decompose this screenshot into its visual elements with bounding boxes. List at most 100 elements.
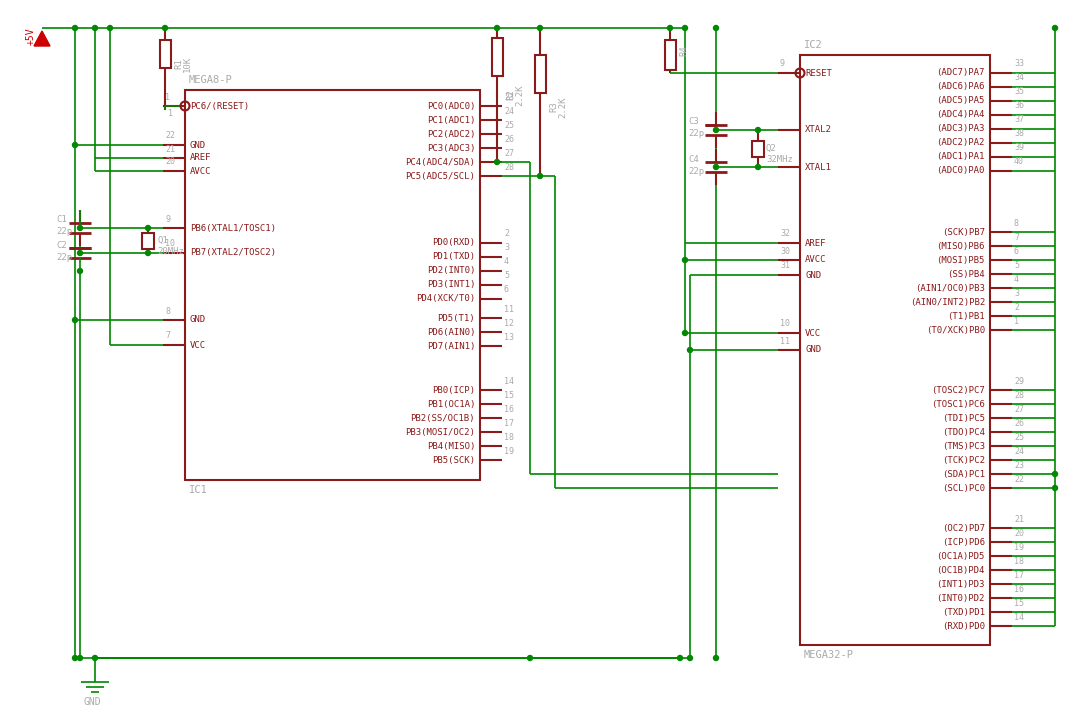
Text: 10K: 10K xyxy=(183,56,192,72)
Text: Q1: Q1 xyxy=(157,236,167,245)
Text: (MISO)PB6: (MISO)PB6 xyxy=(937,242,985,250)
Text: 16: 16 xyxy=(504,405,513,414)
Text: XTAL2: XTAL2 xyxy=(805,126,832,134)
Text: (ADC1)PA1: (ADC1)PA1 xyxy=(937,152,985,161)
Text: PC4(ADC4/SDA): PC4(ADC4/SDA) xyxy=(405,158,475,166)
Text: PB0(ICP): PB0(ICP) xyxy=(432,385,475,395)
Text: (ADC0)PA0: (ADC0)PA0 xyxy=(937,166,985,176)
Text: IC2: IC2 xyxy=(804,40,822,50)
Text: PD5(T1): PD5(T1) xyxy=(437,314,475,323)
Text: 22: 22 xyxy=(165,132,175,141)
Text: 9: 9 xyxy=(780,60,785,68)
Circle shape xyxy=(537,26,542,31)
Text: 21: 21 xyxy=(1014,515,1024,523)
Text: 2: 2 xyxy=(1014,302,1019,311)
Text: VCC: VCC xyxy=(805,328,821,338)
Text: 21: 21 xyxy=(165,144,175,154)
Text: (OC1B)PD4: (OC1B)PD4 xyxy=(937,565,985,574)
Circle shape xyxy=(1053,26,1057,31)
Text: 32MHz: 32MHz xyxy=(766,155,793,164)
Circle shape xyxy=(714,26,718,31)
Text: MEGA32-P: MEGA32-P xyxy=(804,650,854,660)
Text: (SDA)PC1: (SDA)PC1 xyxy=(942,469,985,479)
Text: (AIN1/OC0)PB3: (AIN1/OC0)PB3 xyxy=(915,284,985,292)
Text: (TDO)PC4: (TDO)PC4 xyxy=(942,427,985,437)
Circle shape xyxy=(73,142,77,147)
Text: Q2: Q2 xyxy=(766,144,777,153)
Text: 28: 28 xyxy=(1014,390,1024,400)
Text: 6: 6 xyxy=(1014,247,1019,255)
Text: 25: 25 xyxy=(504,120,513,129)
Text: PB2(SS/OC1B): PB2(SS/OC1B) xyxy=(411,414,475,422)
Circle shape xyxy=(73,656,77,661)
Circle shape xyxy=(73,318,77,323)
Text: 35: 35 xyxy=(1014,87,1024,97)
Text: +5V: +5V xyxy=(26,27,36,45)
Text: GND: GND xyxy=(83,697,101,707)
Text: 17: 17 xyxy=(504,419,513,427)
Text: IC1: IC1 xyxy=(189,485,208,495)
Circle shape xyxy=(92,656,98,661)
Text: (ADC5)PA5: (ADC5)PA5 xyxy=(937,97,985,105)
Text: 29: 29 xyxy=(1014,377,1024,385)
Text: 17: 17 xyxy=(1014,570,1024,579)
Text: 8: 8 xyxy=(1014,218,1019,228)
Text: 23: 23 xyxy=(504,92,513,102)
Text: PD2(INT0): PD2(INT0) xyxy=(427,267,475,275)
Bar xyxy=(665,40,675,70)
Text: 22p: 22p xyxy=(688,129,704,139)
Text: 30: 30 xyxy=(780,247,790,255)
Text: 18: 18 xyxy=(1014,557,1024,565)
Text: GND: GND xyxy=(190,141,206,149)
Text: 11: 11 xyxy=(504,304,513,314)
Text: 20: 20 xyxy=(165,158,175,166)
Circle shape xyxy=(714,656,718,661)
Text: 13: 13 xyxy=(504,333,513,341)
Text: R3: R3 xyxy=(549,102,559,112)
Circle shape xyxy=(687,656,693,661)
Text: R2: R2 xyxy=(506,90,515,100)
Text: 6: 6 xyxy=(504,286,509,294)
Circle shape xyxy=(678,656,683,661)
Text: (ADC6)PA6: (ADC6)PA6 xyxy=(937,82,985,92)
Polygon shape xyxy=(34,31,50,46)
Text: C1: C1 xyxy=(56,215,66,225)
Text: PB5(SCK): PB5(SCK) xyxy=(432,456,475,464)
Text: 26: 26 xyxy=(504,134,513,144)
Circle shape xyxy=(683,257,687,262)
Text: (ADC4)PA4: (ADC4)PA4 xyxy=(937,110,985,119)
Text: C2: C2 xyxy=(56,240,66,250)
Text: AREF: AREF xyxy=(805,238,827,247)
Text: (ADC2)PA2: (ADC2)PA2 xyxy=(937,139,985,147)
Text: R4: R4 xyxy=(679,45,688,56)
Circle shape xyxy=(77,269,83,274)
Text: RESET: RESET xyxy=(805,68,832,77)
Circle shape xyxy=(668,26,672,31)
Circle shape xyxy=(527,656,533,661)
Circle shape xyxy=(1053,486,1057,491)
Text: (INT0)PD2: (INT0)PD2 xyxy=(937,594,985,602)
Text: 16: 16 xyxy=(1014,584,1024,594)
Bar xyxy=(751,141,764,156)
Text: 20MHz: 20MHz xyxy=(157,247,184,256)
Text: (TXD)PD1: (TXD)PD1 xyxy=(942,607,985,616)
Circle shape xyxy=(92,26,98,31)
Text: (TOSC1)PC6: (TOSC1)PC6 xyxy=(932,400,985,409)
Text: 26: 26 xyxy=(1014,419,1024,427)
Text: PC1(ADC1): PC1(ADC1) xyxy=(427,115,475,124)
Text: C4: C4 xyxy=(688,154,699,164)
Text: (TDI)PC5: (TDI)PC5 xyxy=(942,414,985,422)
Circle shape xyxy=(146,225,150,230)
Text: 9: 9 xyxy=(165,215,170,223)
Text: 18: 18 xyxy=(504,432,513,442)
Text: 33: 33 xyxy=(1014,60,1024,68)
Circle shape xyxy=(683,331,687,336)
Text: 3: 3 xyxy=(504,243,509,252)
Text: 32: 32 xyxy=(780,230,790,238)
Text: (OC2)PD7: (OC2)PD7 xyxy=(942,523,985,533)
Text: 15: 15 xyxy=(504,390,513,400)
Text: GND: GND xyxy=(805,270,821,279)
Circle shape xyxy=(73,26,77,31)
Text: 12: 12 xyxy=(504,319,513,328)
Text: (ICP)PD6: (ICP)PD6 xyxy=(942,538,985,547)
